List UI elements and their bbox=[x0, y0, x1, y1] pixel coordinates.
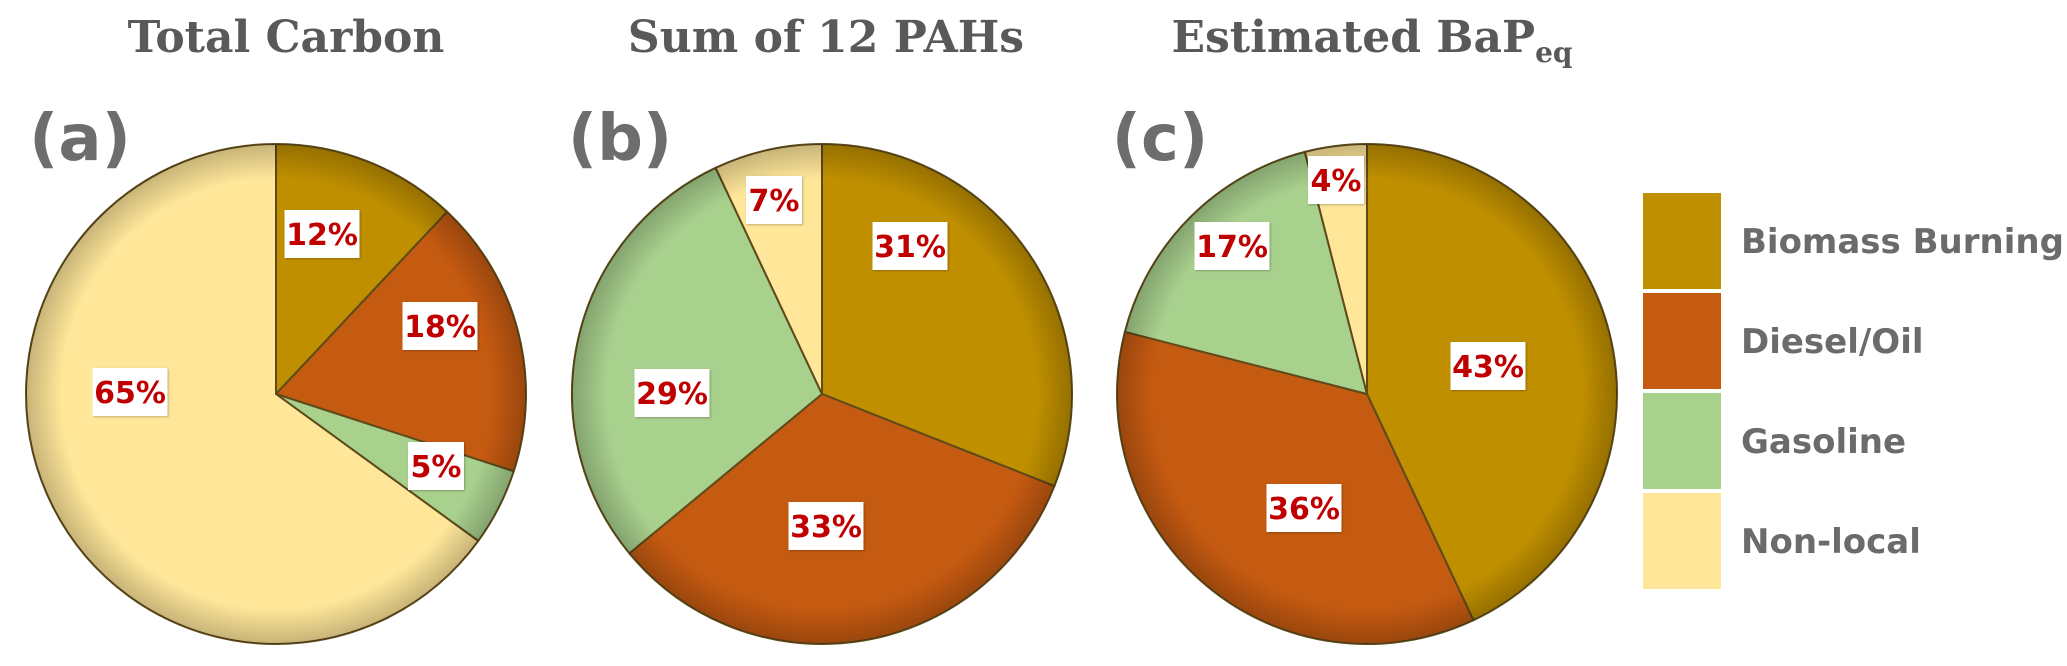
data-label-text: 4% bbox=[1311, 164, 1362, 199]
legend-label: Biomass Burning bbox=[1741, 222, 2064, 262]
pie-chart-1: Total Carbon (a) 12% 18% 5% 65% bbox=[24, 12, 527, 645]
data-label-text: 18% bbox=[404, 310, 476, 345]
legend-item: Non-local bbox=[1643, 493, 1921, 589]
data-label-box bbox=[92, 368, 168, 416]
data-label: 36% bbox=[1266, 484, 1342, 532]
data-label-text: 36% bbox=[1268, 492, 1340, 527]
data-label-text: 43% bbox=[1452, 350, 1524, 385]
data-label-box bbox=[408, 442, 464, 490]
data-label: 7% bbox=[746, 176, 802, 224]
data-label: 65% bbox=[92, 368, 168, 416]
legend-item: Diesel/Oil bbox=[1643, 293, 1924, 389]
chart-title: Total Carbon bbox=[128, 12, 445, 63]
chart-title: Estimated BaPeq bbox=[1171, 12, 1572, 69]
data-label: 12% bbox=[284, 210, 360, 258]
data-label-text: 65% bbox=[94, 376, 166, 411]
data-label-text: 5% bbox=[411, 450, 462, 485]
data-label-box bbox=[788, 502, 864, 550]
data-label-text: 33% bbox=[790, 510, 862, 545]
data-label-box bbox=[1450, 342, 1526, 390]
chart-title: Sum of 12 PAHs bbox=[628, 12, 1024, 63]
data-label: 17% bbox=[1194, 222, 1270, 270]
legend-item: Biomass Burning bbox=[1643, 193, 2064, 289]
data-label-box bbox=[872, 222, 948, 270]
pie-chart-3: Estimated BaPeq (c) 43% 36% 17% 4% bbox=[1112, 12, 1618, 645]
legend-swatch bbox=[1643, 293, 1721, 389]
data-label-box bbox=[1308, 156, 1364, 204]
legend-label: Non-local bbox=[1741, 522, 1921, 562]
data-label-text: 7% bbox=[749, 184, 800, 219]
data-label: 4% bbox=[1308, 156, 1364, 204]
data-label-box bbox=[402, 302, 478, 350]
legend-item: Gasoline bbox=[1643, 393, 1906, 489]
data-label-text: 31% bbox=[874, 230, 946, 265]
data-label: 31% bbox=[872, 222, 948, 270]
legend-swatch bbox=[1643, 493, 1721, 589]
legend-swatch bbox=[1643, 193, 1721, 289]
chart-title-subscript: eq bbox=[1535, 36, 1572, 69]
data-label: 18% bbox=[402, 302, 478, 350]
data-label-text: 17% bbox=[1196, 230, 1268, 265]
data-label-text: 12% bbox=[286, 218, 358, 253]
legend: Biomass Burning Diesel/Oil Gasoline Non-loc… bbox=[1643, 193, 2064, 589]
panel-label: (a) bbox=[29, 102, 131, 176]
legend-swatch bbox=[1643, 393, 1721, 489]
data-label-box bbox=[746, 176, 802, 224]
data-label-box bbox=[284, 210, 360, 258]
data-label-box bbox=[1194, 222, 1270, 270]
panel-label: (c) bbox=[1112, 102, 1208, 176]
pie-chart-2: Sum of 12 PAHs (b) 31% 33% 29% 7% bbox=[568, 12, 1073, 645]
data-label-box bbox=[1266, 484, 1342, 532]
data-label-text: 29% bbox=[636, 377, 708, 412]
data-label: 5% bbox=[408, 442, 464, 490]
panel-label: (b) bbox=[568, 102, 672, 176]
legend-label: Diesel/Oil bbox=[1741, 322, 1924, 362]
data-label: 33% bbox=[788, 502, 864, 550]
data-label: 29% bbox=[634, 369, 710, 417]
data-label-box bbox=[634, 369, 710, 417]
legend-label: Gasoline bbox=[1741, 422, 1906, 462]
data-label: 43% bbox=[1450, 342, 1526, 390]
